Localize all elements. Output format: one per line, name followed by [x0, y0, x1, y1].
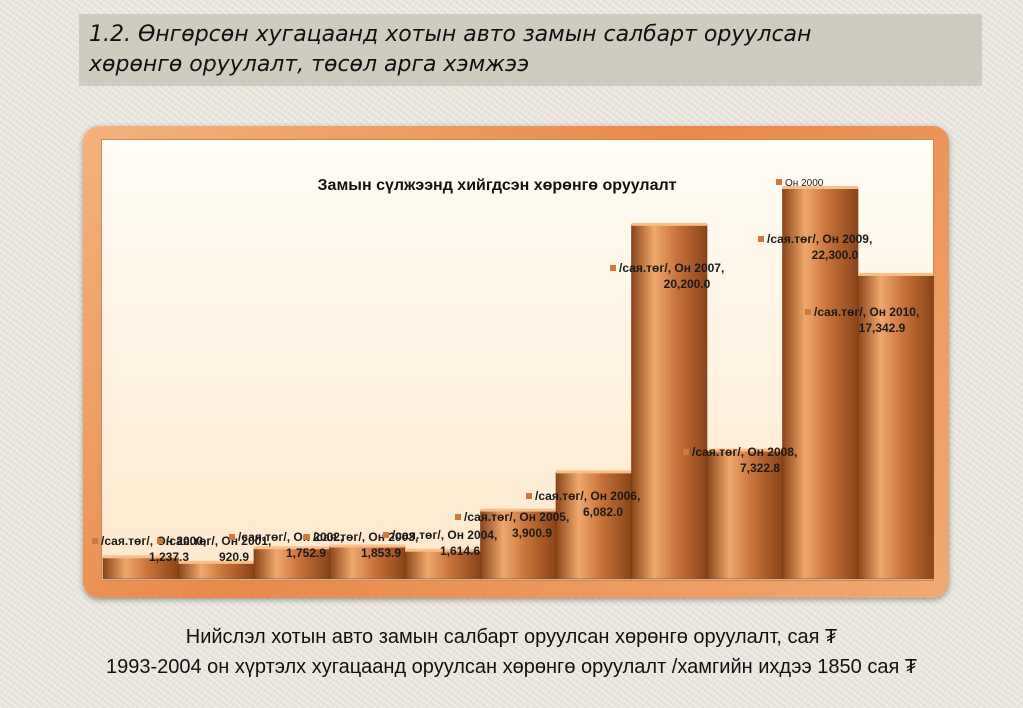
data-label-value: 7,322.8: [740, 461, 780, 475]
data-label-series: /сая.төг/, Он 2010,: [814, 305, 919, 319]
data-label-11: /сая.төг/, Он 2010, 17,342.9: [805, 305, 919, 335]
bar-7: [555, 472, 632, 580]
data-label-marker: [383, 532, 389, 538]
data-label-3: /сая.төг/, Он 2002, 1,752.9: [229, 530, 343, 560]
data-label-value: 1,752.9: [286, 546, 326, 560]
data-label-series: /сая.төг/, Он 2007,: [619, 261, 724, 275]
bar-5: [404, 550, 481, 580]
data-label-7: /сая.төг/, Он 2006, 6,082.0: [526, 489, 640, 519]
data-label-series: /сая.төг/, Он 2000,: [101, 534, 206, 548]
data-label-marker: [304, 534, 310, 540]
data-label-marker: [92, 538, 98, 544]
data-label-6: /сая.төг/, Он 2005, 3,900.9: [455, 510, 569, 540]
bar-top-3: [254, 546, 330, 550]
bar-11: [857, 274, 934, 580]
data-label-series: /сая.төг/, Он 2002,: [238, 530, 343, 544]
data-label-marker: [758, 236, 764, 242]
caption-line-2: 1993-2004 он хүртэлх хугацаанд оруулсан …: [105, 656, 918, 678]
data-label-marker: [610, 265, 616, 271]
bar-10: [782, 187, 859, 580]
data-label-value: 6,082.0: [583, 505, 623, 519]
data-label-series: /сая.төг/, Он 2009,: [767, 232, 872, 246]
slide-heading: 1.2. Өнгөрсөн хугацаанд хотын авто замын…: [79, 14, 982, 86]
data-label-marker: [526, 493, 532, 499]
data-label-marker: [683, 449, 689, 455]
data-label-2: /сая.төг/, Он 2001, 920.9: [157, 534, 271, 564]
bar-top-5: [405, 548, 481, 552]
data-label-series: /сая.төг/, Он 2008,: [692, 445, 797, 459]
chart-title: Замын сүлжээнд хийгдсэн хөрөнгө оруулалт: [318, 177, 677, 194]
legend-entry: Он 2000: [785, 178, 824, 189]
data-label-value: 1,614.6: [440, 544, 480, 558]
data-label-value: 20,200.0: [664, 277, 711, 291]
data-label-value: 1,853.9: [361, 546, 401, 560]
bar-top-6: [480, 508, 556, 512]
data-label-1: /сая.төг/, Он 2000, 1,237.3: [92, 534, 206, 564]
data-label-value: 22,300.0: [812, 248, 859, 262]
data-label-series: /сая.төг/, Он 2006,: [535, 489, 640, 503]
heading-line-2: хөрөнгө оруулалт, төсөл арга хэмжээ: [89, 52, 530, 77]
bar-top-9: [707, 448, 783, 452]
bar-top-10: [782, 186, 858, 189]
data-label-marker: [157, 538, 163, 544]
data-label-series: /сая.төг/, Он 2001,: [166, 534, 271, 548]
bar-top-8: [631, 222, 707, 226]
data-label-value: 17,342.9: [859, 321, 906, 335]
legend-marker: [776, 179, 782, 185]
data-label-value: 1,237.3: [149, 550, 189, 564]
data-label-marker: [455, 514, 461, 520]
data-label-4: /сая.төг/, Он 2003, 1,853.9: [304, 530, 418, 560]
data-label-value: 3,900.9: [512, 526, 552, 540]
data-label-5: /сая.төг/, Он 2004, 1,614.6: [383, 528, 497, 558]
data-label-marker: [805, 309, 811, 315]
bar-top-7: [556, 470, 632, 474]
data-label-series: /сая.төг/, Он 2003,: [313, 530, 418, 544]
heading-line-1: 1.2. Өнгөрсөн хугацаанд хотын авто замын…: [89, 22, 812, 47]
data-label-marker: [229, 534, 235, 540]
data-label-series: /сая.төг/, Он 2005,: [464, 510, 569, 524]
data-label-8: /сая.төг/, Он 2007, 20,200.0: [610, 261, 724, 291]
bar-top-11: [858, 272, 934, 276]
bar-2: [178, 562, 255, 580]
data-label-value: 920.9: [219, 550, 249, 564]
data-label-9: /сая.төг/, Он 2008, 7,322.8: [683, 445, 797, 475]
bar-top-2: [178, 560, 254, 564]
data-label-10: /сая.төг/, Он 2009, 22,300.0: [758, 232, 872, 262]
caption-line-1: Нийслэл хотын авто замын салбарт оруулса…: [185, 626, 838, 648]
bar-3: [253, 547, 330, 580]
bar-top-4: [329, 544, 405, 548]
bar-4: [329, 546, 406, 580]
bar-9: [706, 450, 783, 580]
bar-top-1: [103, 555, 179, 559]
data-label-series: /сая.төг/, Он 2004,: [392, 528, 497, 542]
